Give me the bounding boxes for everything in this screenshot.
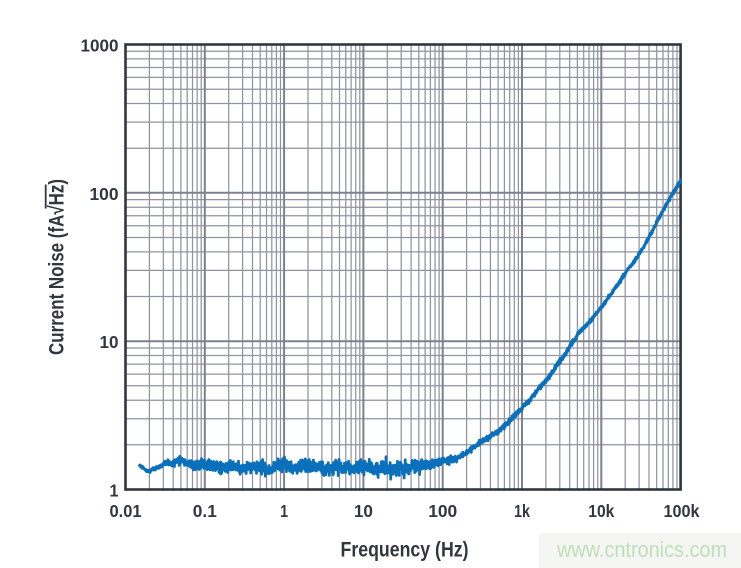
- svg-text:100k: 100k: [664, 501, 700, 521]
- svg-text:www.cntronics.com: www.cntronics.com: [556, 537, 727, 562]
- svg-text:10: 10: [100, 332, 119, 352]
- svg-text:10: 10: [354, 501, 373, 521]
- svg-text:1000: 1000: [81, 36, 119, 56]
- svg-text:1: 1: [110, 481, 119, 501]
- svg-text:Current Noise (fA√Hz): Current Noise (fA√Hz): [46, 179, 69, 355]
- svg-text:10k: 10k: [588, 501, 614, 521]
- svg-text:100: 100: [428, 501, 457, 521]
- svg-text:0.01: 0.01: [110, 501, 142, 521]
- svg-text:1k: 1k: [514, 501, 530, 521]
- svg-text:1: 1: [280, 501, 288, 521]
- svg-text:100: 100: [90, 184, 119, 204]
- svg-text:0.1: 0.1: [193, 501, 217, 521]
- svg-text:Frequency (Hz): Frequency (Hz): [341, 539, 469, 562]
